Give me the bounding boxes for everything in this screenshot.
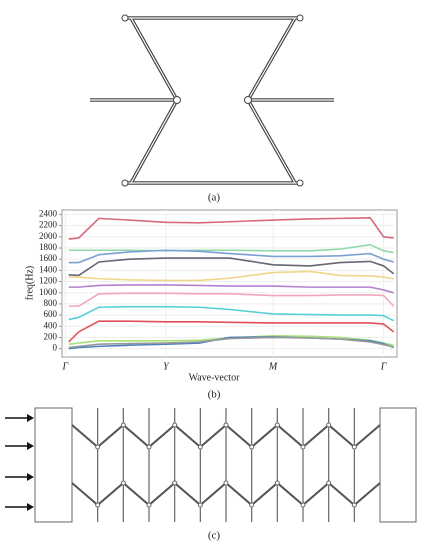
hinge: [121, 14, 129, 22]
plot: [68, 217, 395, 350]
arrow-head: [27, 442, 34, 450]
band-line: [68, 243, 394, 254]
hinge: [351, 444, 357, 450]
y-tick-label: 2400: [39, 209, 58, 219]
plot-frame: [61, 209, 398, 358]
band-line: [68, 284, 394, 294]
hinge: [296, 179, 304, 187]
hinge: [296, 14, 304, 22]
hinge: [274, 422, 280, 428]
y-tick-label: 1200: [39, 276, 58, 286]
band-line: [68, 305, 395, 322]
hinge: [95, 444, 101, 450]
block: [379, 407, 417, 523]
arrow-head: [27, 503, 34, 511]
block: [34, 407, 73, 523]
hinge: [197, 502, 203, 508]
hinge: [300, 444, 306, 450]
hinge: [173, 96, 181, 104]
hinge: [300, 502, 306, 508]
panel-label: (a): [208, 192, 221, 204]
y-tick-label: 1400: [39, 264, 58, 274]
band-line: [68, 257, 395, 277]
y-tick-label: 0: [53, 343, 58, 353]
hinge: [121, 179, 129, 187]
panel-label: (c): [208, 530, 221, 542]
band-line: [68, 336, 394, 349]
panel-label: (b): [208, 389, 221, 401]
x-tick-label: Y: [163, 361, 170, 372]
y-tick-label: 800: [44, 298, 58, 308]
band-line: [68, 217, 394, 240]
x-tick-label: Γ: [61, 361, 68, 372]
hinge: [274, 480, 280, 486]
x-axis-label: Wave-vector: [189, 372, 241, 383]
hinge: [249, 444, 255, 450]
hinge: [249, 502, 255, 508]
y-tick-label: 400: [44, 320, 58, 330]
hinge: [146, 502, 152, 508]
hinge: [120, 422, 126, 428]
y-tick-label: 1000: [39, 287, 58, 297]
band-line: [68, 320, 395, 343]
arrow-head: [27, 414, 34, 422]
band-line: [68, 292, 395, 307]
hinge: [326, 480, 332, 486]
x-tick-label: M: [268, 361, 278, 372]
band-line: [68, 270, 394, 282]
hinge: [95, 502, 101, 508]
hinge: [197, 444, 203, 450]
band-line: [68, 249, 394, 264]
y-tick-label: 2000: [39, 231, 58, 241]
y-tick-label: 1800: [39, 242, 58, 252]
y-tick-label: 2200: [39, 220, 58, 230]
grid: [59, 210, 397, 357]
hinge: [120, 480, 126, 486]
hinge: [223, 480, 229, 486]
x-tick-label: Γ: [380, 361, 387, 372]
diagram-a: [90, 14, 334, 187]
hinge: [326, 422, 332, 428]
hinge: [172, 480, 178, 486]
diagram-c: [5, 407, 417, 523]
hinge: [172, 422, 178, 428]
y-tick-label: 200: [44, 331, 58, 341]
y-tick-label: 1600: [39, 253, 58, 263]
hinge: [351, 502, 357, 508]
hinge: [223, 422, 229, 428]
arrow-head: [27, 473, 34, 481]
hinge: [146, 444, 152, 450]
band-line: [68, 336, 394, 350]
y-tick-label: 600: [44, 309, 58, 319]
y-axis-label: freq(Hz): [24, 266, 35, 300]
hinge: [244, 96, 252, 104]
